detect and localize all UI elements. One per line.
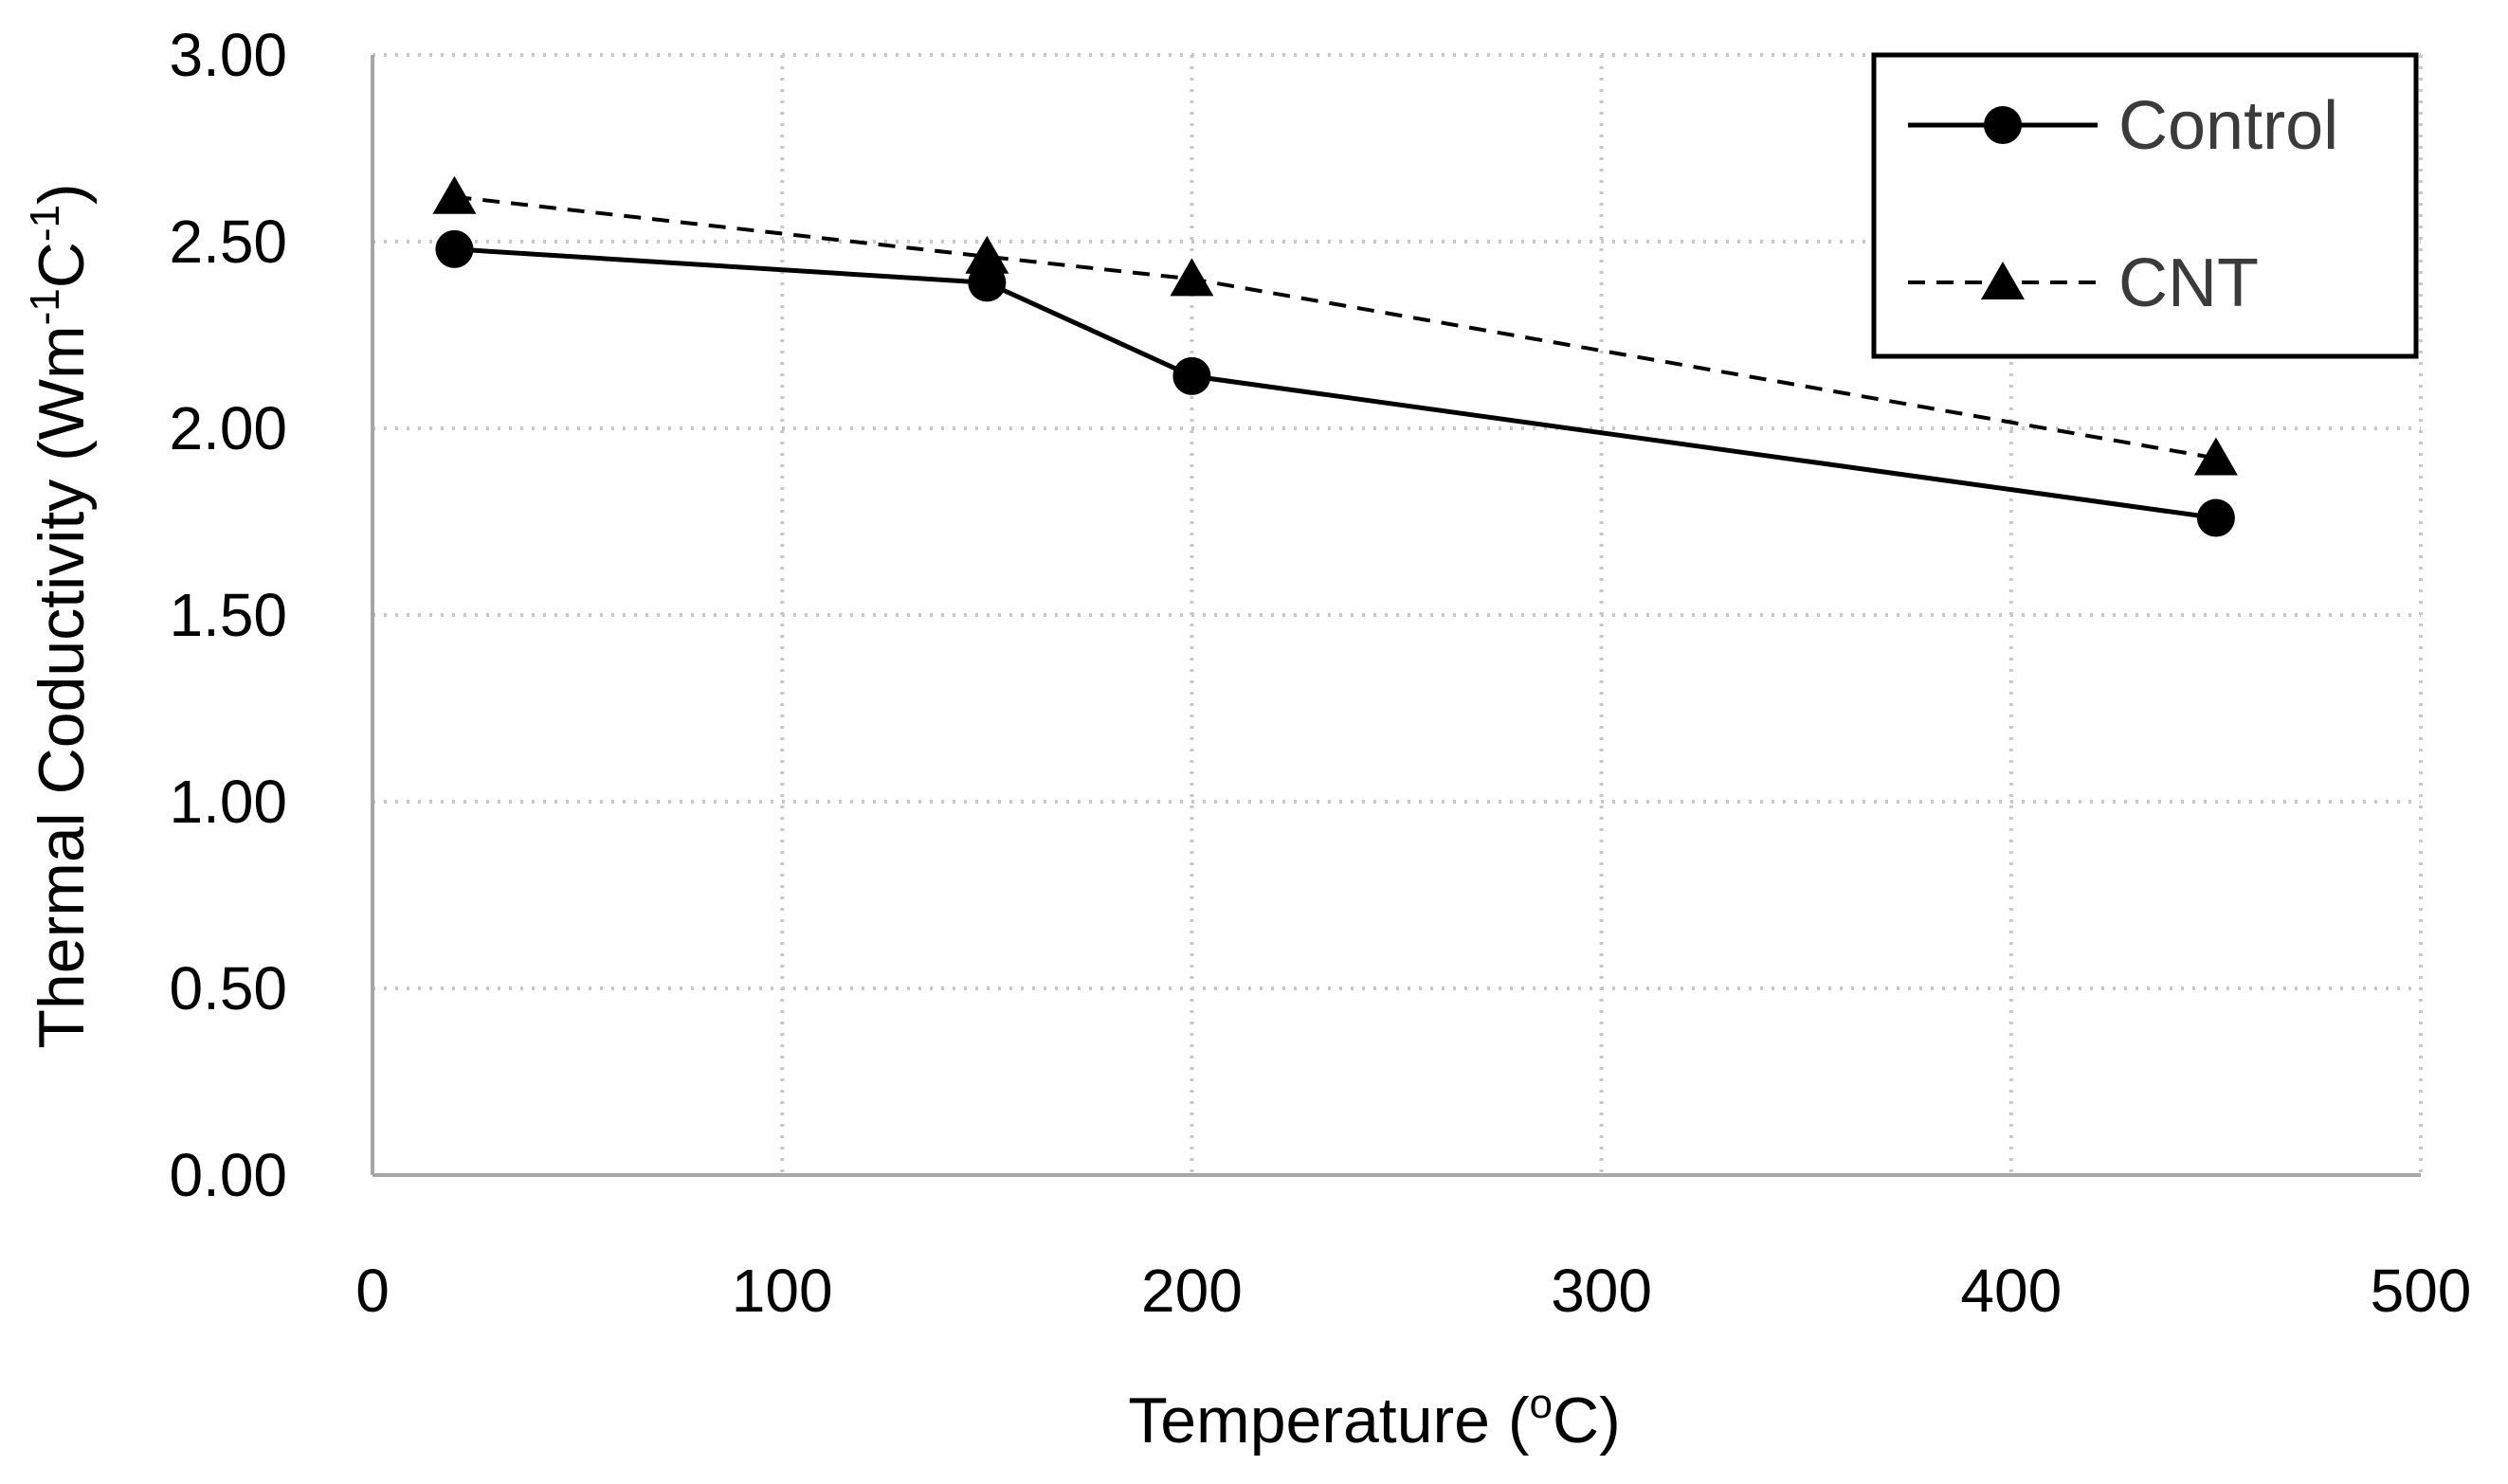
legend-box (1871, 52, 2419, 359)
series-layer (432, 175, 2238, 537)
y-axis-title-end: ) (26, 183, 98, 205)
axes (371, 55, 2421, 1177)
legend-cnt-label: CNT (2118, 245, 2259, 321)
y-tick-label: 2.00 (169, 394, 287, 462)
y-axis-title: Thermal Coductivity (Wm-1C-1) (22, 183, 98, 1048)
cnt-data-point (432, 175, 477, 214)
legend-control-marker (1984, 106, 2022, 144)
cnt-data-point (1170, 258, 1214, 297)
legend-cnt-marker (1981, 262, 2025, 299)
control-data-point (435, 229, 474, 268)
y-tick-label: 0.00 (169, 1141, 287, 1209)
control-data-point (968, 263, 1007, 302)
cnt-data-point (2193, 437, 2238, 476)
legend-control-label: Control (2118, 88, 2338, 164)
y-tick-label: 3.00 (169, 21, 287, 89)
x-axis-title-text: Temperature ( (1128, 1384, 1530, 1457)
y-axis-title-superscript-2: -1 (22, 205, 68, 242)
legend: Control CNT (1871, 52, 2419, 359)
control-data-point (2196, 498, 2235, 537)
y-axis-title-text: Thermal Coductivity (Wm (26, 325, 98, 1048)
cnt-data-point (965, 235, 1009, 274)
x-tick-label: 500 (2371, 1257, 2472, 1325)
x-tick-labels: 0 100 200 300 400 500 (355, 1257, 2471, 1325)
cnt-series-line (454, 194, 2217, 461)
y-axis-title-superscript-1: -1 (22, 288, 68, 325)
y-tick-label: 2.50 (169, 208, 287, 276)
y-axis-title-mid: C (26, 242, 98, 288)
y-tick-label: 1.50 (169, 581, 287, 649)
gridlines (373, 53, 2423, 1175)
x-axis-title: Temperature (oC) (1128, 1381, 1621, 1457)
x-tick-label: 0 (355, 1257, 390, 1325)
y-tick-labels: 0.00 0.50 1.00 1.50 2.00 2.50 3.00 (169, 21, 287, 1209)
y-tick-label: 1.00 (169, 768, 287, 836)
x-axis-title-superscript: o (1530, 1381, 1553, 1427)
x-tick-label: 300 (1551, 1257, 1652, 1325)
x-tick-label: 400 (1960, 1257, 2062, 1325)
x-tick-label: 200 (1141, 1257, 1243, 1325)
y-tick-label: 0.50 (169, 954, 287, 1023)
x-tick-label: 100 (732, 1257, 833, 1325)
x-axis-title-end: C) (1553, 1384, 1621, 1457)
control-data-point (1172, 356, 1211, 395)
control-series-line (454, 246, 2217, 521)
